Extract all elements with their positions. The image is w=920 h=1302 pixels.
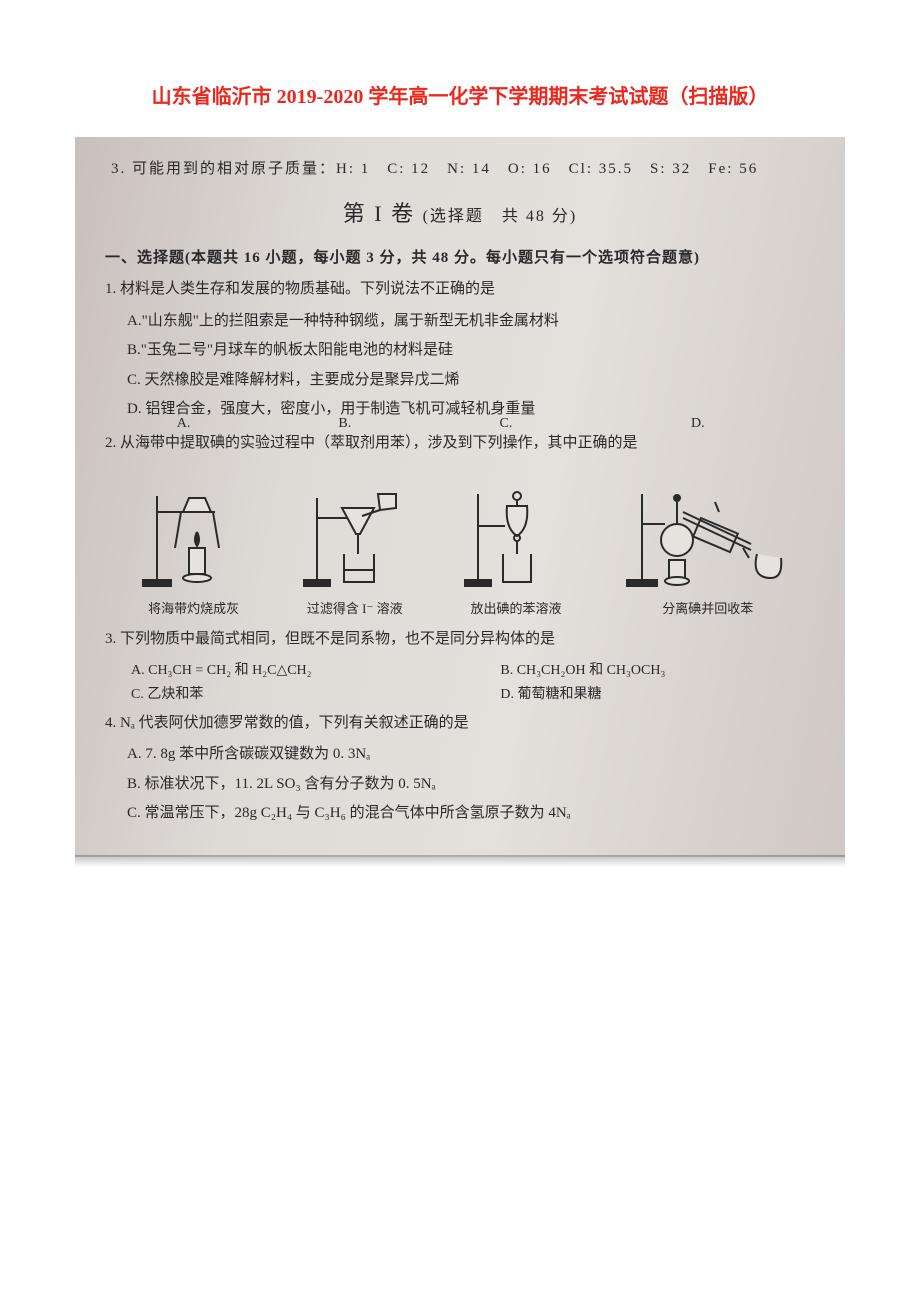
q1-option-d: D. 铝锂合金，强度大，密度小，用于制造飞机可减轻机身重量 — [127, 397, 815, 423]
q3-option-c: C. 乙炔和苯 — [131, 683, 500, 703]
q4-stem: 4. Nₐ 代表阿伏加德罗常数的值，下列有关叙述正确的是 — [105, 711, 815, 737]
q2-fig-label-a: A. — [177, 416, 191, 431]
q1-stem: 1. 材料是人类生存和发展的物质基础。下列说法不正确的是 — [105, 277, 815, 303]
q4-option-b: B. 标准状况下，11. 2L SO₃ 含有分子数为 0. 5Nₐ — [127, 772, 815, 798]
q2-figures: A. — [117, 470, 815, 592]
q3-option-d: D. 葡萄糖和果糖 — [500, 683, 815, 703]
filtration-icon — [300, 488, 410, 588]
section-title: 第 I 卷 (选择题 共 48 分) — [105, 196, 815, 228]
page-shadow — [75, 855, 845, 867]
crucible-icon — [139, 488, 249, 588]
section-paren: (选择题 共 48 分) — [423, 208, 578, 225]
section-label: 第 I 卷 — [343, 201, 415, 226]
q3-option-a: A. CH₃CH = CH₂ 和 H₂C△CH₂ — [131, 659, 500, 679]
q2-caption-c: 放出碘的苯溶液 — [439, 598, 592, 617]
q1-option-c: C. 天然橡胶是难降解材料，主要成分是聚异戊二烯 — [127, 368, 815, 394]
q4-option-a: A. 7. 8g 苯中所含碳碳双键数为 0. 3Nₐ — [127, 742, 815, 768]
q2-figure-b: B. — [278, 470, 431, 592]
separating-funnel-icon — [461, 488, 571, 588]
q2-caption-d: 分离碘并回收苯 — [601, 598, 815, 617]
scanned-exam-page: 3. 可能用到的相对原子质量：H: 1 C: 12 N: 14 O: 16 Cl… — [75, 137, 845, 857]
q3-row1: A. CH₃CH = CH₂ 和 H₂C△CH₂ B. CH₃CH₂OH 和 C… — [131, 659, 815, 679]
distillation-icon — [623, 488, 793, 588]
q2-stem: 2. 从海带中提取碘的实验过程中（萃取剂用苯），涉及到下列操作，其中正确的是 — [105, 431, 815, 457]
q2-fig-label-d: D. — [691, 416, 705, 431]
q2-fig-label-b: B. — [338, 416, 351, 431]
atomic-masses-line: 3. 可能用到的相对原子质量：H: 1 C: 12 N: 14 O: 16 Cl… — [111, 157, 815, 178]
q4-option-c: C. 常温常压下，28g C₂H₄ 与 C₃H₆ 的混合气体中所含氢原子数为 4… — [127, 801, 815, 827]
q2-figure-c: C. — [439, 470, 592, 592]
q2-captions: 将海带灼烧成灰 过滤得含 I⁻ 溶液 放出碘的苯溶液 分离碘并回收苯 — [117, 598, 815, 617]
q2-figure-d: D. — [601, 470, 815, 592]
q3-stem: 3. 下列物质中最简式相同，但既不是同系物，也不是同分异构体的是 — [105, 627, 815, 653]
q2-figure-a: A. — [117, 470, 270, 592]
q1-option-b: B."玉兔二号"月球车的帆板太阳能电池的材料是硅 — [127, 338, 815, 364]
document-title: 山东省临沂市 2019-2020 学年高一化学下学期期末考试试题（扫描版） — [75, 80, 845, 109]
q3-option-b: B. CH₃CH₂OH 和 CH₃OCH₃ — [500, 659, 815, 679]
q2-fig-label-c: C. — [500, 416, 513, 431]
q2-caption-a: 将海带灼烧成灰 — [117, 598, 270, 617]
q1-option-a: A."山东舰"上的拦阻索是一种特种钢缆，属于新型无机非金属材料 — [127, 309, 815, 335]
q3-row2: C. 乙炔和苯 D. 葡萄糖和果糖 — [131, 683, 815, 703]
section-instructions: 一、选择题(本题共 16 小题，每小题 3 分，共 48 分。每小题只有一个选项… — [105, 246, 815, 267]
q2-caption-b: 过滤得含 I⁻ 溶液 — [278, 598, 431, 617]
